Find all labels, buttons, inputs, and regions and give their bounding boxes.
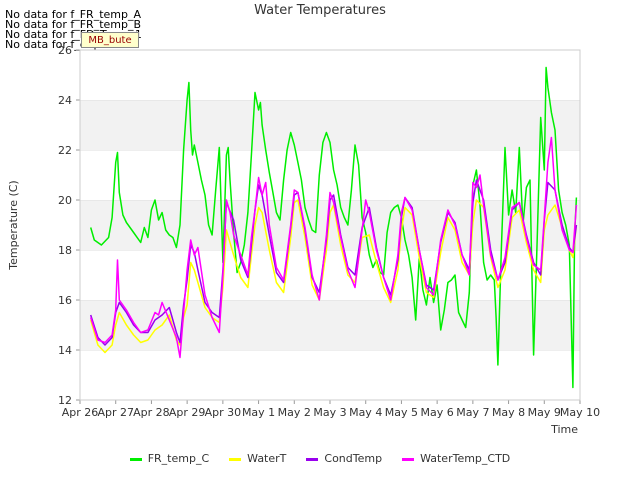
legend-item-CondTemp: CondTemp (306, 452, 382, 465)
legend-item-FR_temp_C: FR_temp_C (129, 452, 210, 465)
y-tick-label: 16 (58, 294, 72, 307)
mb-annotation-box: MB_bute (81, 32, 139, 48)
plot-frame (79, 49, 581, 401)
x-tick-label: May 1 (242, 406, 275, 419)
x-tick-label: May 9 (528, 406, 561, 419)
x-tick-label: Apr 28 (133, 406, 170, 419)
x-tick-label: May 10 (560, 406, 600, 419)
legend-item-WaterTemp_CTD: WaterTemp_CTD (402, 452, 510, 465)
legend-label: WaterT (247, 452, 287, 465)
series-line-FR_temp_C (89, 66, 578, 389)
no-data-message-4: No data for f_edp_bute (5, 38, 131, 51)
legend: FR_temp_C WaterT CondTemp WaterTemp_CTD (0, 452, 640, 465)
no-data-message-3: No data for f_FD_Temp_1 (5, 28, 142, 41)
legend-swatch (306, 457, 319, 461)
x-tick-label: May 7 (456, 406, 489, 419)
grid-band (80, 50, 580, 100)
y-tick-label: 24 (58, 94, 72, 107)
series-line-WaterTemp_CTD (89, 136, 578, 359)
no-data-message-1: No data for f_FR_temp_A (5, 8, 141, 21)
y-tick-label: 18 (58, 244, 72, 257)
x-tick-label: May 5 (385, 406, 418, 419)
legend-swatch (402, 457, 415, 461)
y-tick-label: 26 (58, 44, 72, 57)
grid-band (80, 350, 580, 400)
x-tick-label: Apr 26 (62, 406, 99, 419)
grid-band (80, 300, 580, 350)
x-tick-label: Apr 29 (169, 406, 206, 419)
y-tick-label: 12 (58, 394, 72, 407)
chart-title: Water Temperatures (254, 3, 386, 18)
y-axis-label: Temperature (C) (7, 180, 20, 270)
y-tick-label: 14 (58, 344, 72, 357)
no-data-message-2: No data for f_FR_temp_B (5, 18, 142, 31)
x-tick-label: May 8 (492, 406, 525, 419)
x-tick-label: May 3 (313, 406, 346, 419)
x-axis-label: Time (550, 423, 578, 436)
legend-item-WaterT: WaterT (229, 452, 286, 465)
y-tick-label: 20 (58, 194, 72, 207)
legend-label: WaterTemp_CTD (420, 452, 511, 465)
legend-label: FR_temp_C (147, 452, 210, 465)
series-line-WaterT (89, 199, 578, 354)
y-tick-label: 22 (58, 144, 72, 157)
x-tick-label: Apr 30 (205, 406, 242, 419)
legend-swatch (129, 457, 142, 461)
x-tick-label: Apr 27 (97, 406, 134, 419)
x-tick-label: May 6 (421, 406, 454, 419)
legend-label: CondTemp (324, 452, 383, 465)
grid-band (80, 150, 580, 200)
legend-swatch (229, 457, 242, 461)
x-tick-label: May 2 (278, 406, 311, 419)
x-tick-label: May 4 (349, 406, 382, 419)
